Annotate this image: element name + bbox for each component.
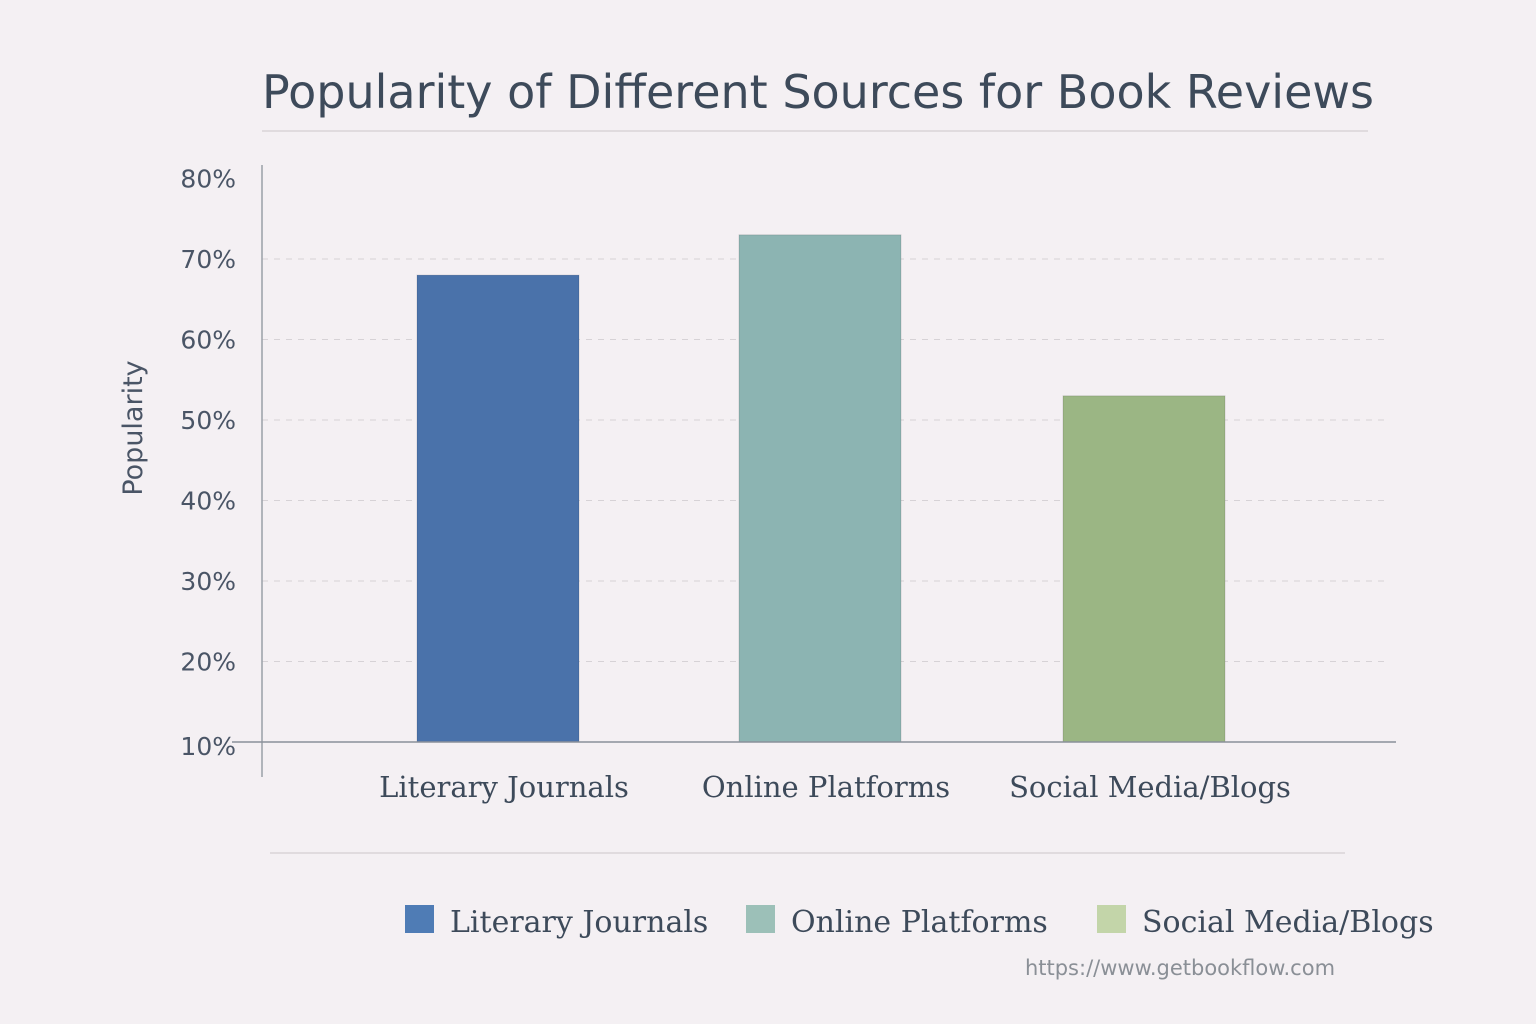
y-tick-label: 20% xyxy=(180,648,236,677)
bar xyxy=(416,274,580,743)
y-tick-label: 40% xyxy=(180,487,236,516)
x-tick-label: Literary Journals xyxy=(379,770,629,804)
x-tick-label: Social Media/Blogs xyxy=(1009,770,1291,804)
y-tick-label: 30% xyxy=(180,567,236,596)
y-tick-label: 80% xyxy=(180,165,236,194)
bar xyxy=(738,234,902,743)
legend-swatch xyxy=(405,905,434,933)
bar xyxy=(1062,395,1226,743)
footer-url: https://www.getbookflow.com xyxy=(1025,956,1335,980)
legend-swatch xyxy=(746,905,775,933)
y-axis-label: Popularity xyxy=(118,360,149,495)
y-tick-label: 10% xyxy=(180,732,236,761)
chart-title: Popularity of Different Sources for Book… xyxy=(262,65,1374,119)
legend-label: Social Media/Blogs xyxy=(1142,905,1434,940)
legend-swatch xyxy=(1097,905,1126,933)
legend-label: Literary Journals xyxy=(450,905,708,940)
y-tick-label: 60% xyxy=(180,326,236,355)
legend-label: Online Platforms xyxy=(791,905,1048,940)
x-tick-label: Online Platforms xyxy=(702,770,950,804)
y-tick-label: 70% xyxy=(180,245,236,274)
y-tick-label: 50% xyxy=(180,406,236,435)
